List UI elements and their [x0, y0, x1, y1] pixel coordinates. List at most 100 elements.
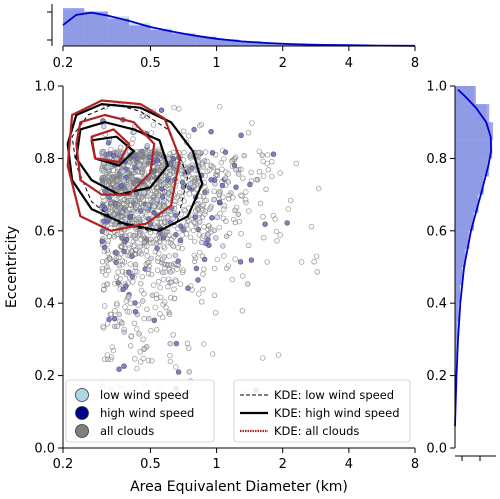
- top-marginal-bars: [63, 8, 415, 47]
- scatter-point: [121, 205, 128, 211]
- scatter-point: [136, 195, 142, 201]
- scatter-point: [201, 341, 207, 347]
- scatter-point: [169, 237, 175, 243]
- scatter-point: [193, 221, 199, 227]
- scatter-point: [101, 218, 107, 224]
- scatter-point: [139, 274, 146, 280]
- scatter-point: [168, 295, 174, 301]
- scatter-point: [154, 295, 160, 301]
- scatter-point: [233, 184, 239, 190]
- scatter-point: [261, 235, 267, 241]
- top-marginal-kde-line: [62, 11, 416, 47]
- scatter-point: [126, 202, 132, 208]
- scatter-point: [202, 172, 208, 179]
- legend-label: all clouds: [100, 424, 154, 438]
- scatter-point: [184, 218, 191, 224]
- scatter-point: [118, 244, 124, 250]
- kde-contour-line: [75, 121, 169, 196]
- scatter-point: [163, 229, 170, 235]
- scatter-point: [139, 168, 146, 174]
- scatter-point: [142, 235, 149, 241]
- scatter-point: [150, 122, 157, 128]
- scatter-point: [192, 179, 198, 186]
- scatter-point: [221, 253, 227, 259]
- kde-contour-line: [90, 128, 131, 164]
- scatter-point: [223, 218, 229, 224]
- scatter-point: [152, 249, 159, 255]
- scatter-point: [235, 211, 242, 218]
- scatter-point: [188, 283, 194, 289]
- scatter-point: [200, 233, 206, 239]
- scatter-point: [136, 331, 142, 337]
- legend-scatter-frame: [65, 379, 215, 443]
- right-marginal-y-ticks: 0.0 0.2 0.4 0.6 0.8 1.0: [426, 80, 481, 461]
- top-hist-bar: [84, 11, 108, 47]
- top-hist-bar: [195, 36, 217, 46]
- scatter-point: [230, 216, 237, 223]
- scatter-point: [182, 182, 188, 189]
- scatter-point: [156, 204, 162, 210]
- scatter-point: [106, 316, 112, 323]
- scatter-point: [114, 300, 120, 307]
- scatter-point: [176, 193, 182, 199]
- right-marginal-histogram: 0.0 0.2 0.4 0.6 0.8 1.0: [426, 80, 496, 461]
- scatter-point: [146, 315, 152, 322]
- top-marginal-histogram: 0.2 0.5 1 2 4 8: [47, 4, 419, 71]
- scatter-point: [182, 208, 188, 214]
- legend-label: low wind speed: [100, 388, 189, 402]
- scatter-point: [237, 259, 244, 265]
- scatter-point: [203, 189, 210, 196]
- scatter-point: [184, 222, 190, 228]
- scatter-points: [99, 101, 322, 396]
- scatter-point: [314, 269, 320, 275]
- scatter-point: [214, 169, 221, 175]
- scatter-point: [130, 153, 136, 160]
- scatter-point: [167, 269, 174, 275]
- top-hist-bar: [150, 30, 173, 46]
- scatter-point: [192, 255, 199, 261]
- scatter-point: [121, 326, 127, 333]
- scatter-point: [205, 232, 212, 238]
- scatter-point: [144, 260, 151, 266]
- scatter-point: [99, 150, 105, 157]
- scatter-point: [129, 140, 135, 147]
- scatter-point: [162, 245, 168, 251]
- scatter-point: [173, 232, 179, 238]
- right-hist-bar: [455, 158, 490, 177]
- scatter-point: [222, 149, 229, 155]
- scatter-point: [130, 171, 136, 177]
- scatter-point: [131, 161, 137, 167]
- scatter-point: [118, 183, 125, 189]
- scatter-point: [219, 182, 226, 189]
- right-hist-bar: [455, 176, 484, 195]
- scatter-point: [124, 308, 131, 315]
- scatter-point: [225, 171, 231, 177]
- scatter-point: [121, 259, 128, 265]
- legend-label: KDE: low wind speed: [274, 388, 394, 402]
- scatter-point: [158, 215, 165, 222]
- scatter-point: [200, 164, 207, 170]
- scatter-point: [180, 157, 187, 163]
- scatter-point: [141, 291, 147, 297]
- scatter-point: [105, 164, 111, 170]
- scatter-point: [183, 231, 190, 237]
- scatter-point: [131, 194, 137, 200]
- scatter-point: [161, 254, 167, 260]
- top-x-tick-label: 0.5: [140, 56, 161, 71]
- scatter-point: [108, 221, 115, 228]
- scatter-point: [179, 245, 185, 252]
- scatter-point: [241, 153, 247, 159]
- scatter-point: [273, 228, 280, 235]
- scatter-point: [238, 192, 244, 198]
- scatter-point: [131, 201, 138, 207]
- scatter-point: [116, 311, 122, 318]
- scatter-point: [186, 218, 192, 224]
- scatter-point: [154, 157, 161, 164]
- scatter-point: [187, 181, 194, 187]
- scatter-point: [136, 162, 143, 169]
- scatter-point: [219, 166, 225, 172]
- scatter-point: [168, 262, 174, 268]
- y-tick-label: 0.2: [34, 369, 55, 384]
- scatter-point: [168, 279, 175, 286]
- scatter-point: [181, 149, 187, 156]
